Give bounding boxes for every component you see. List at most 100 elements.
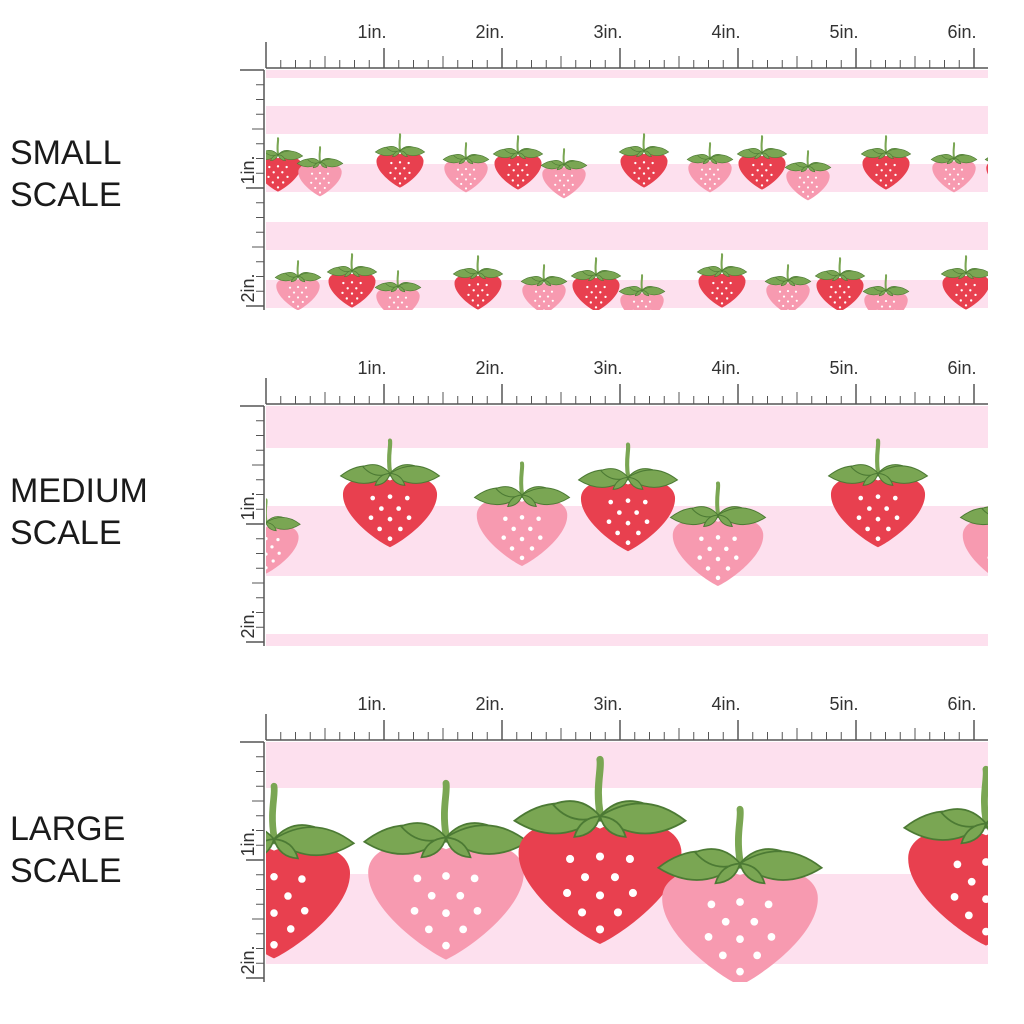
strawberry-body [266, 156, 302, 192]
strawberry-seed [704, 932, 713, 941]
strawberry-seed [841, 48, 843, 50]
strawberry-stem [786, 264, 790, 281]
strawberry-seed [837, 61, 839, 63]
strawberry-seed [519, 536, 525, 542]
strawberry-seed [717, 61, 719, 63]
strawberry [266, 498, 301, 574]
strawberry-seed [476, 304, 480, 307]
strawberry-leaf [981, 506, 988, 515]
strawberry-seed [973, 283, 976, 287]
strawberry-seed [720, 302, 724, 305]
strawberry-seed [848, 295, 851, 299]
strawberry [686, 142, 734, 193]
strawberry-seed [342, 281, 345, 285]
strawberry-seed [613, 908, 623, 917]
medium-scale-label: MEDIUM SCALE [10, 470, 210, 554]
strawberry-seed [370, 495, 376, 501]
strawberry-seed [356, 52, 358, 54]
strawberry-seed [715, 535, 721, 540]
strawberry-leaf [563, 163, 572, 171]
strawberry-seed [512, 169, 515, 172]
horizontal-ruler: 1in. 2in. 3in. 4in. 5in. 6in. [265, 22, 988, 69]
strawberry [266, 782, 356, 959]
strawberry-seed [968, 57, 970, 59]
strawberry-seed [880, 169, 883, 172]
vertical-ruler: 1in. 2in. [238, 405, 265, 646]
strawberry-leaf [297, 275, 306, 283]
strawberry-seed [847, 285, 850, 289]
strawberry [442, 142, 490, 193]
strawberry-leaf [786, 32, 793, 38]
strawberry-seed [875, 173, 878, 177]
strawberry-seed [707, 546, 712, 552]
strawberry-seed [865, 526, 870, 532]
strawberry-seed [786, 289, 790, 293]
strawberry-leaf [849, 464, 879, 476]
strawberry-seed [392, 311, 394, 313]
strawberry-seed [876, 309, 878, 310]
strawberry-leaf [878, 289, 887, 297]
strawberry-seed [296, 305, 300, 308]
strawberry-seed [427, 891, 436, 900]
strawberry-seed [398, 182, 402, 185]
strawberry-seed [964, 283, 968, 286]
strawberry-seed [838, 285, 842, 288]
strawberry-seed [642, 161, 646, 164]
strawberry-seed [347, 61, 349, 63]
strawberry-leaf [458, 157, 467, 165]
strawberry-seed [641, 310, 643, 312]
strawberry-seed [501, 535, 506, 540]
strawberry-seed [964, 911, 973, 920]
strawberry-stem [562, 148, 566, 165]
strawberry-leaf [341, 32, 348, 38]
strawberry [959, 506, 988, 573]
strawberry-seed [838, 296, 842, 299]
strawberry-leaf [284, 272, 299, 278]
strawberry-body [764, 34, 807, 67]
strawberry-seed [594, 296, 598, 299]
strawberry-seed [956, 173, 960, 176]
strawberry-seed [890, 54, 892, 56]
strawberry-seed [760, 163, 764, 166]
strawberry-seed [881, 43, 883, 45]
strawberry-seed [798, 176, 802, 179]
strawberry-seed [833, 48, 835, 50]
strawberry-leaf [299, 32, 306, 38]
strawberry-leaf [266, 838, 276, 854]
strawberry-leaf [693, 848, 742, 868]
strawberry-seed [296, 285, 300, 289]
strawberry-leaf [885, 289, 894, 297]
strawberry-seed [791, 304, 794, 308]
strawberry-seed [483, 43, 485, 45]
strawberry [736, 135, 788, 190]
strawberry-leaf [344, 270, 353, 277]
strawberry-stem [348, 17, 349, 31]
strawberry-seed [277, 551, 281, 555]
strawberry-leaf [643, 150, 652, 157]
strawberry-seed [598, 57, 600, 59]
strawberry-seed [480, 57, 482, 59]
strawberry-seed [834, 291, 837, 294]
strawberry-seed [960, 289, 963, 292]
strawberry-seed [394, 167, 397, 170]
strawberry-leaf [306, 29, 329, 37]
strawberry [696, 253, 748, 308]
strawberry-leaf [453, 29, 476, 37]
strawberry-leaf [530, 276, 545, 282]
strawberry-seed [885, 319, 887, 321]
strawberry-stem [964, 255, 968, 273]
strawberry [374, 270, 422, 313]
strawberry-seed [599, 291, 602, 294]
strawberry-seed [525, 163, 528, 167]
strawberry-seed [881, 54, 883, 56]
strawberry-seed [554, 174, 558, 177]
strawberry-seed [944, 168, 948, 171]
strawberry-leaf [550, 160, 565, 166]
pink-stripe [266, 70, 988, 78]
strawberry-stem [884, 135, 888, 153]
strawberry-seed [318, 171, 322, 175]
strawberry-seed [625, 854, 634, 863]
strawberry-seed [793, 43, 795, 45]
strawberry-seed [346, 287, 349, 290]
strawberry-seed [305, 61, 307, 63]
